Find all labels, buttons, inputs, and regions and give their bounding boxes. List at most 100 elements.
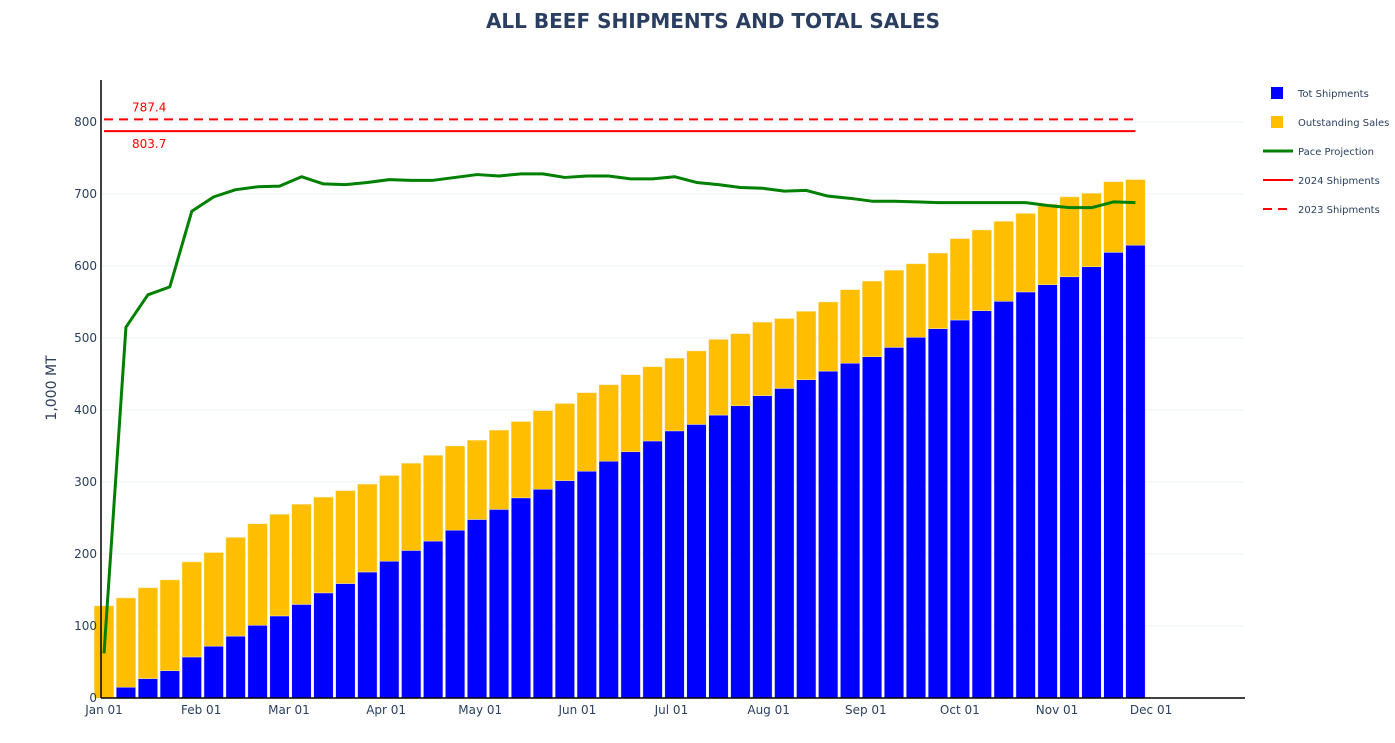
bar-outstanding-sales	[1125, 179, 1146, 246]
legend[interactable]: Tot Shipments Outstanding Sales Pace Proje…	[1263, 87, 1389, 216]
bar-tot-shipments	[1125, 244, 1146, 699]
x-tick-label: Aug 01	[747, 703, 790, 717]
bar-tot-shipments	[357, 571, 378, 699]
bar-tot-shipments	[730, 405, 751, 699]
bar-tot-shipments	[905, 337, 926, 699]
y-tick-label: 800	[74, 115, 97, 129]
bar-outstanding-sales	[181, 561, 202, 658]
bar-tot-shipments	[664, 430, 685, 699]
bar-outstanding-sales	[137, 587, 158, 679]
bar-outstanding-sales	[489, 429, 510, 510]
y-tick-label: 500	[74, 331, 97, 345]
bar-outstanding-sales	[313, 496, 334, 594]
bar-outstanding-sales	[159, 579, 180, 671]
bar-tot-shipments	[1037, 284, 1058, 699]
bar-outstanding-sales	[423, 455, 444, 542]
x-tick-label: Oct 01	[940, 703, 980, 717]
annotation-2024-value: 803.7	[132, 137, 166, 151]
bar-outstanding-sales	[949, 238, 970, 321]
bar-tot-shipments	[927, 328, 948, 699]
bar-outstanding-sales	[993, 221, 1014, 302]
bar-outstanding-sales	[115, 597, 136, 688]
bar-outstanding-sales	[1081, 193, 1102, 267]
bar-tot-shipments	[467, 519, 488, 699]
bar-outstanding-sales	[1103, 181, 1124, 253]
x-tick-label: Nov 01	[1036, 703, 1079, 717]
x-tick-label: Dec 01	[1130, 703, 1172, 717]
bar-outstanding-sales	[467, 439, 488, 520]
bar-outstanding-sales	[335, 490, 356, 584]
legend-label: Outstanding Sales	[1298, 118, 1389, 129]
legend-label: Tot Shipments	[1297, 89, 1369, 100]
bar-outstanding-sales	[379, 475, 400, 562]
bar-tot-shipments	[884, 347, 905, 699]
legend-label: 2023 Shipments	[1298, 205, 1380, 216]
legend-item[interactable]: Pace Projection	[1263, 147, 1374, 158]
x-tick-label: Jul 01	[654, 703, 689, 717]
bar-tot-shipments	[203, 645, 224, 699]
legend-swatch	[1271, 87, 1283, 99]
bar-outstanding-sales	[730, 333, 751, 406]
bar-outstanding-sales	[774, 318, 795, 389]
bar-outstanding-sales	[1015, 213, 1036, 293]
bar-tot-shipments	[445, 529, 466, 699]
legend-item[interactable]: 2023 Shipments	[1263, 205, 1380, 216]
bar-outstanding-sales	[532, 410, 553, 490]
bar-tot-shipments	[291, 604, 312, 699]
bar-outstanding-sales	[708, 339, 729, 416]
bar-outstanding-sales	[664, 357, 685, 432]
y-tick-label: 200	[74, 547, 97, 561]
bar-tot-shipments	[971, 310, 992, 699]
annotations: 787.4 803.7	[132, 100, 166, 151]
bar-tot-shipments	[774, 388, 795, 699]
bar-tot-shipments	[620, 451, 641, 699]
legend-item[interactable]: Outstanding Sales	[1271, 116, 1389, 129]
bar-tot-shipments	[313, 592, 334, 699]
x-axis-ticks: Jan 01 Feb 01 Mar 01 Apr 01 May 01 Jun 01 Jul …	[84, 703, 1172, 717]
x-tick-label: Jun 01	[557, 703, 596, 717]
x-tick-label: May 01	[458, 703, 502, 717]
bar-outstanding-sales	[927, 252, 948, 329]
x-tick-label: Sep 01	[845, 703, 887, 717]
bar-tot-shipments	[159, 670, 180, 699]
bar-outstanding-sales	[576, 392, 597, 472]
legend-item[interactable]: Tot Shipments	[1271, 87, 1369, 100]
bar-tot-shipments	[818, 370, 839, 699]
bar-outstanding-sales	[291, 504, 312, 605]
bar-outstanding-sales	[862, 280, 883, 357]
bar-tot-shipments	[225, 635, 246, 699]
x-tick-label: Jan 01	[84, 703, 123, 717]
bar-outstanding-sales	[905, 263, 926, 338]
bar-outstanding-sales	[357, 483, 378, 573]
bar-outstanding-sales	[203, 552, 224, 647]
bar-outstanding-sales	[884, 270, 905, 348]
bar-tot-shipments	[269, 615, 290, 699]
bar-outstanding-sales	[554, 403, 575, 481]
bar-tot-shipments	[247, 625, 268, 699]
bar-tot-shipments	[686, 424, 707, 699]
bar-outstanding-sales	[1059, 196, 1080, 278]
bar-outstanding-sales	[247, 523, 268, 626]
bar-tot-shipments	[1103, 252, 1124, 699]
bar-tot-shipments	[115, 686, 136, 699]
bar-tot-shipments	[379, 560, 400, 699]
y-tick-label: 300	[74, 475, 97, 489]
y-axis-label: 1,000 MT	[44, 355, 60, 421]
legend-label: Pace Projection	[1298, 147, 1374, 158]
legend-item[interactable]: 2024 Shipments	[1263, 176, 1380, 187]
bar-outstanding-sales	[686, 350, 707, 425]
bar-outstanding-sales	[796, 311, 817, 381]
bar-outstanding-sales	[818, 301, 839, 372]
bar-outstanding-sales	[752, 321, 773, 396]
bar-tot-shipments	[840, 362, 861, 699]
bar-outstanding-sales	[1037, 203, 1058, 285]
y-tick-label: 100	[74, 619, 97, 633]
bar-tot-shipments	[796, 379, 817, 699]
bar-tot-shipments	[949, 319, 970, 699]
bar-tot-shipments	[181, 656, 202, 699]
bar-outstanding-sales	[840, 289, 861, 364]
chart-title: ALL BEEF SHIPMENTS AND TOTAL SALES	[486, 9, 940, 33]
bar-tot-shipments	[335, 583, 356, 699]
bar-tot-shipments	[137, 678, 158, 699]
